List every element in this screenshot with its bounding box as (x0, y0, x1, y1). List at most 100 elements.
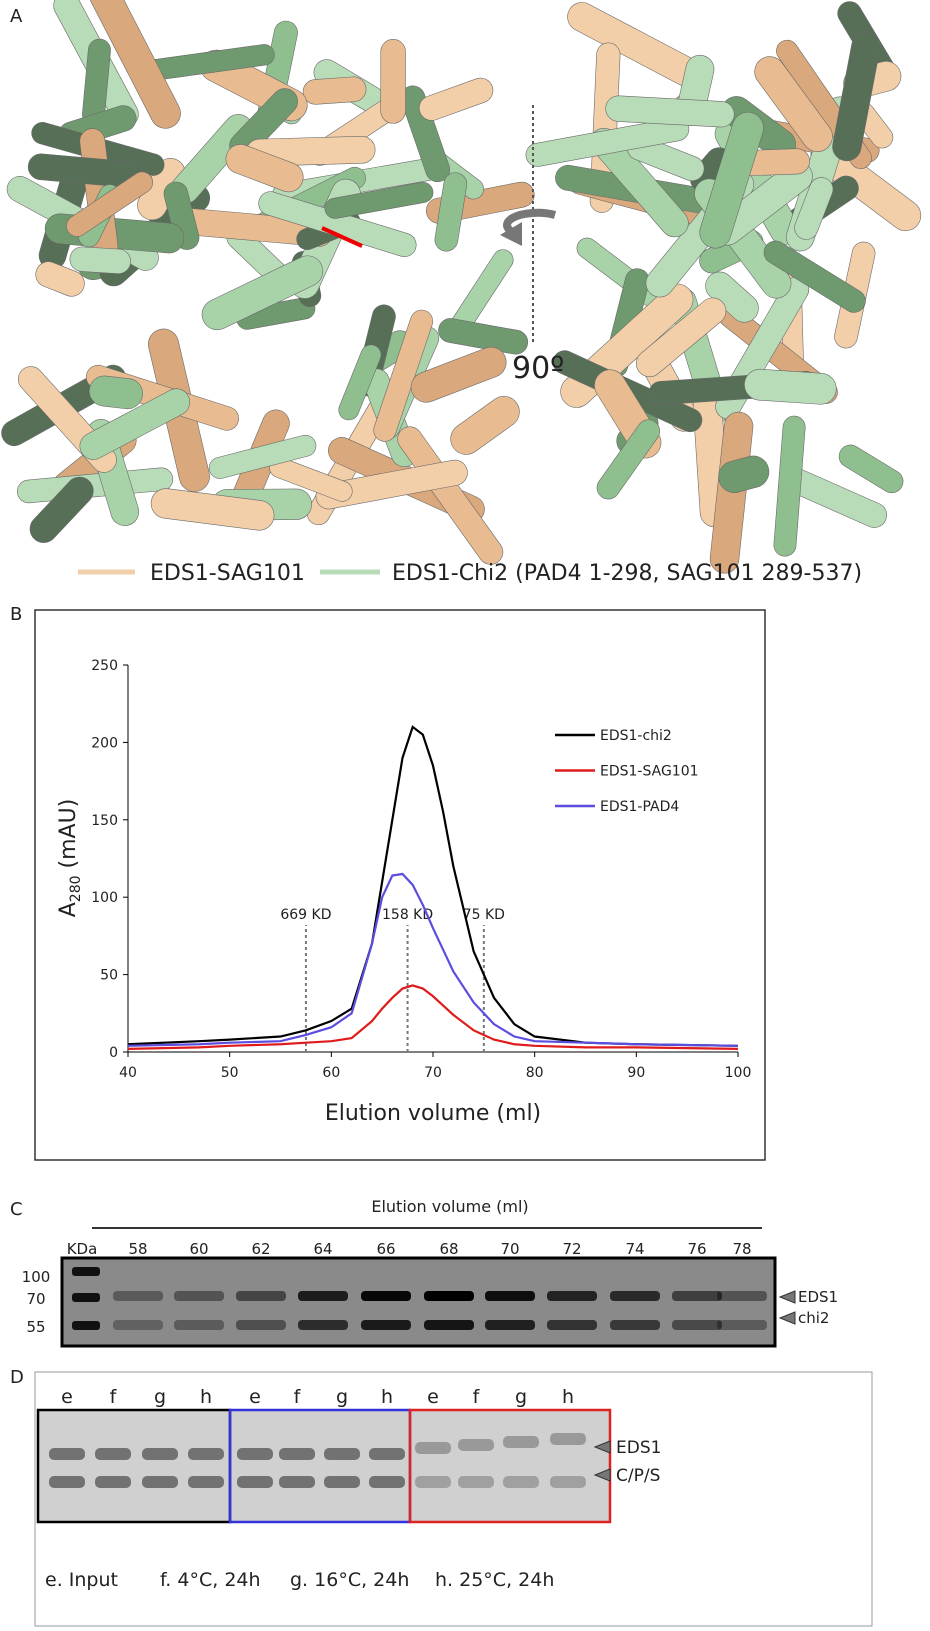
helix (163, 181, 200, 250)
x-tick-label: 80 (526, 1065, 544, 1081)
band-arrow (593, 1468, 611, 1482)
helix (79, 388, 191, 460)
lane-label: f (110, 1386, 118, 1408)
lane-label: 58 (128, 1240, 147, 1258)
y-axis-label-part: (mAU) (56, 799, 81, 876)
lane-label: 76 (687, 1240, 706, 1258)
lane-label: h (200, 1386, 212, 1408)
band (361, 1320, 411, 1330)
marker-label: 669 KD (280, 907, 331, 923)
helix (832, 31, 881, 162)
lane-label: 74 (625, 1240, 644, 1258)
band (188, 1448, 224, 1460)
helix (773, 415, 806, 557)
band (95, 1448, 131, 1460)
x-tick-label: 40 (119, 1065, 137, 1081)
panel-frame (34, 609, 766, 1161)
band (279, 1476, 315, 1488)
band-label: chi2 (798, 1309, 829, 1327)
band-label: C/P/S (616, 1466, 660, 1486)
x-tick-label: 60 (322, 1065, 340, 1081)
lane-label: 72 (562, 1240, 581, 1258)
legend-label: EDS1-SAG101 (150, 561, 305, 586)
rotation-arrow-head (500, 222, 522, 246)
y-axis-label-part: 280 (68, 875, 84, 902)
band (113, 1320, 163, 1330)
ladder-band (72, 1321, 100, 1330)
band (610, 1320, 660, 1330)
structure-cartoon (1, 0, 922, 574)
helix (699, 111, 764, 249)
band (324, 1448, 360, 1460)
band (188, 1476, 224, 1488)
x-tick-label: 70 (424, 1065, 442, 1081)
lane-label: e (249, 1386, 261, 1408)
helix (744, 368, 837, 405)
band (458, 1439, 494, 1451)
helix (434, 172, 468, 252)
ladder-label: 100 (22, 1268, 51, 1286)
band (298, 1320, 348, 1330)
helix (315, 459, 468, 510)
lane-group-box (408, 1408, 612, 1524)
legend-label: EDS1-PAD4 (600, 799, 679, 815)
band-label: EDS1 (616, 1438, 661, 1458)
lane-label: g (154, 1386, 166, 1408)
band (174, 1320, 224, 1330)
helix (380, 39, 406, 124)
x-tick-label: 90 (627, 1065, 645, 1081)
x-tick-label: 50 (221, 1065, 239, 1081)
lane-label: 62 (251, 1240, 270, 1258)
panel-label: D (10, 1367, 24, 1388)
band (458, 1476, 494, 1488)
helix (16, 467, 174, 504)
helix (86, 0, 181, 129)
gel (60, 1256, 777, 1348)
band (485, 1320, 535, 1330)
y-tick-label: 100 (91, 890, 118, 906)
band (547, 1320, 597, 1330)
condition-label: g. 16°C, 24h (290, 1569, 409, 1591)
gel-d: e f g h e f g h e f g h EDS1 C/P/S e. Input f. 4°C, 24h… (34, 1371, 873, 1627)
lane-label: e (61, 1386, 73, 1408)
gel-title: Elution volume (ml) (371, 1197, 528, 1216)
helix (438, 318, 529, 355)
helix (324, 181, 434, 219)
band (236, 1291, 286, 1301)
series-line (127, 872, 739, 1047)
ladder-band (72, 1293, 100, 1302)
lane-label: g (336, 1386, 348, 1408)
helix (589, 127, 689, 238)
band-arrow (778, 1311, 796, 1325)
helix (400, 85, 451, 183)
helix (302, 76, 367, 105)
band-arrow (593, 1440, 611, 1454)
band (672, 1320, 722, 1330)
band (717, 1320, 767, 1330)
condition-label: f. 4°C, 24h (160, 1569, 261, 1591)
helix (225, 144, 304, 193)
lane-label: 78 (732, 1240, 751, 1258)
band (485, 1291, 535, 1301)
x-axis-label: Elution volume (ml) (325, 1101, 541, 1126)
band (610, 1291, 660, 1301)
panel-label: C (10, 1199, 23, 1220)
lane-label: h (562, 1386, 574, 1408)
lane-label: 68 (439, 1240, 458, 1258)
helix (718, 455, 770, 493)
helix (150, 488, 275, 531)
helix (605, 95, 735, 128)
band (503, 1476, 539, 1488)
helix (69, 246, 131, 274)
band (95, 1476, 131, 1488)
ladder-band (72, 1267, 100, 1276)
band (369, 1448, 405, 1460)
condition-label: e. Input (45, 1569, 118, 1591)
band (113, 1291, 163, 1301)
band (237, 1476, 273, 1488)
band (503, 1436, 539, 1448)
condition-label: h. 25°C, 24h (435, 1569, 554, 1591)
helix (397, 426, 504, 565)
lane-label: 70 (500, 1240, 519, 1258)
